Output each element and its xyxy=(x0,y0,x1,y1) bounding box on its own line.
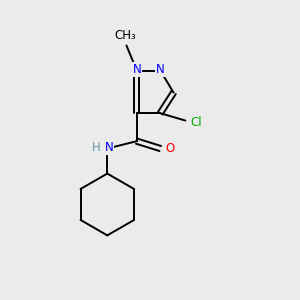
Text: O: O xyxy=(166,142,175,155)
Text: Cl: Cl xyxy=(190,116,202,128)
Text: N: N xyxy=(104,141,113,154)
Text: N: N xyxy=(156,63,165,76)
Text: CH₃: CH₃ xyxy=(114,29,136,42)
Text: H: H xyxy=(92,141,101,154)
Text: N: N xyxy=(132,63,141,76)
